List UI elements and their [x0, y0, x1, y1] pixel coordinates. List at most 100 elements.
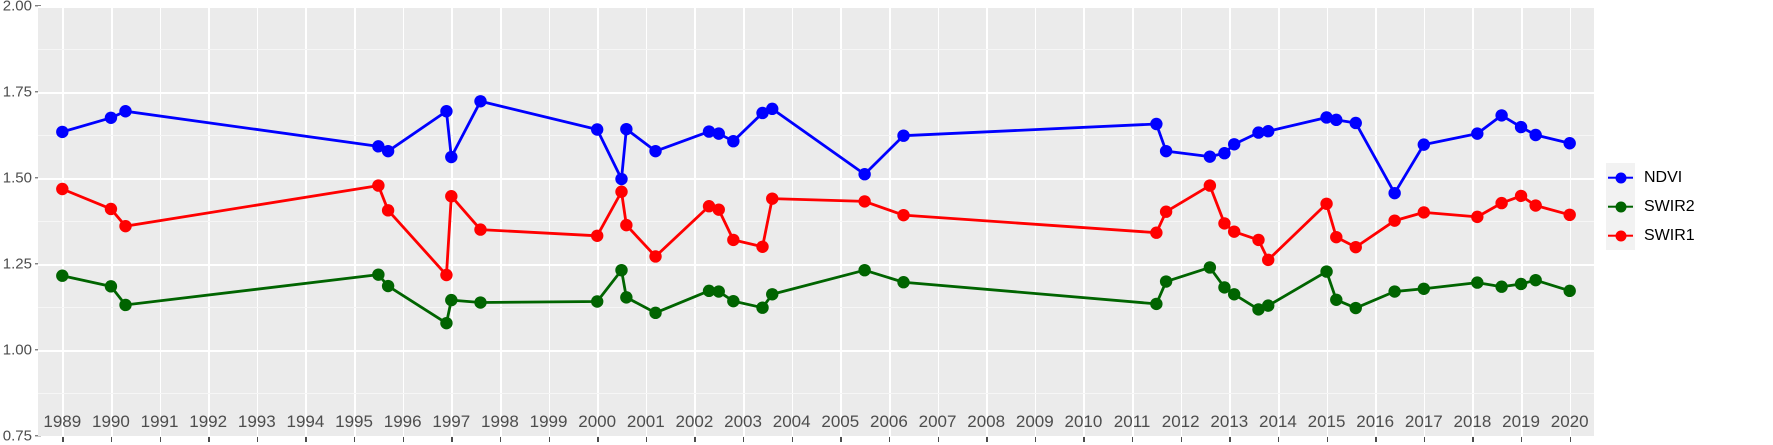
data-point[interactable] [1159, 144, 1173, 158]
data-point[interactable] [615, 172, 628, 186]
data-point[interactable] [766, 102, 779, 116]
data-point[interactable] [702, 125, 716, 138]
data-point[interactable] [858, 195, 871, 208]
data-point[interactable] [756, 301, 769, 314]
data-point[interactable] [1495, 109, 1508, 122]
data-point[interactable] [615, 263, 628, 277]
data-point[interactable] [1349, 116, 1362, 130]
data-point[interactable] [381, 204, 395, 217]
data-point[interactable] [712, 285, 725, 298]
data-point[interactable] [1349, 301, 1362, 315]
data-point[interactable] [440, 268, 453, 282]
data-point[interactable] [615, 185, 628, 198]
data-point[interactable] [1262, 253, 1275, 267]
data-point[interactable] [56, 269, 69, 282]
data-point[interactable] [1529, 128, 1542, 142]
data-point[interactable] [897, 129, 910, 142]
data-point[interactable] [104, 280, 118, 293]
data-point[interactable] [1218, 281, 1231, 294]
data-point[interactable] [1227, 138, 1241, 151]
data-point[interactable] [1514, 277, 1528, 291]
data-point[interactable] [1330, 230, 1343, 244]
data-point[interactable] [620, 291, 633, 304]
data-point[interactable] [474, 95, 487, 108]
data-point[interactable] [474, 296, 487, 309]
data-point[interactable] [1320, 197, 1333, 210]
data-point[interactable] [372, 268, 385, 281]
data-point[interactable] [1388, 186, 1401, 200]
data-point[interactable] [440, 316, 453, 330]
legend-item-ndvi[interactable]: NDVI [1606, 163, 1695, 192]
data-point[interactable] [897, 208, 910, 222]
data-point[interactable] [1495, 280, 1508, 293]
data-point[interactable] [712, 203, 725, 216]
data-point[interactable] [1252, 233, 1265, 247]
data-point[interactable] [1150, 297, 1163, 311]
data-point[interactable] [1159, 275, 1173, 288]
data-point[interactable] [1471, 210, 1484, 224]
data-point[interactable] [440, 105, 453, 118]
data-point[interactable] [372, 179, 385, 192]
data-point[interactable] [1252, 126, 1265, 139]
data-point[interactable] [858, 168, 871, 181]
data-point[interactable] [1218, 147, 1231, 160]
data-point[interactable] [1529, 273, 1542, 287]
data-point[interactable] [766, 192, 779, 205]
data-point[interactable] [1203, 261, 1217, 274]
legend-item-swir2[interactable]: SWIR2 [1606, 192, 1695, 221]
data-point[interactable] [445, 150, 458, 164]
data-point[interactable] [590, 295, 604, 308]
data-point[interactable] [590, 123, 604, 136]
data-point[interactable] [712, 127, 725, 140]
data-point[interactable] [1320, 111, 1333, 124]
data-point[interactable] [1252, 303, 1265, 316]
data-point[interactable] [1563, 137, 1576, 150]
data-point[interactable] [590, 229, 604, 242]
data-point[interactable] [620, 122, 633, 136]
data-point[interactable] [1514, 120, 1528, 134]
data-point[interactable] [119, 105, 132, 118]
data-point[interactable] [756, 106, 769, 120]
data-point[interactable] [756, 240, 769, 253]
data-point[interactable] [1349, 240, 1362, 254]
data-point[interactable] [56, 125, 69, 139]
data-point[interactable] [1417, 138, 1431, 151]
data-point[interactable] [1388, 285, 1401, 298]
data-point[interactable] [372, 140, 385, 153]
data-point[interactable] [1203, 179, 1217, 192]
data-point[interactable] [649, 250, 662, 263]
data-point[interactable] [1227, 288, 1241, 301]
data-point[interactable] [727, 134, 740, 148]
data-point[interactable] [1159, 205, 1173, 218]
data-point[interactable] [1514, 189, 1528, 203]
data-point[interactable] [1203, 150, 1217, 163]
data-point[interactable] [1563, 208, 1576, 222]
data-point[interactable] [119, 219, 132, 233]
data-point[interactable] [727, 233, 740, 247]
data-point[interactable] [649, 144, 662, 158]
data-point[interactable] [858, 263, 871, 277]
data-point[interactable] [1330, 113, 1343, 127]
data-point[interactable] [897, 276, 910, 289]
data-point[interactable] [381, 279, 395, 293]
data-point[interactable] [702, 284, 716, 298]
data-point[interactable] [620, 218, 633, 232]
data-point[interactable] [1563, 284, 1576, 298]
data-point[interactable] [56, 182, 69, 196]
data-point[interactable] [119, 298, 132, 312]
data-point[interactable] [1150, 226, 1163, 239]
data-point[interactable] [445, 293, 458, 307]
data-point[interactable] [1262, 299, 1275, 312]
data-point[interactable] [1471, 127, 1484, 140]
data-point[interactable] [1262, 125, 1275, 138]
data-point[interactable] [1320, 265, 1333, 278]
data-point[interactable] [104, 202, 118, 216]
data-point[interactable] [727, 294, 740, 308]
data-point[interactable] [1495, 196, 1508, 210]
data-point[interactable] [1227, 225, 1241, 238]
data-point[interactable] [649, 306, 662, 320]
data-point[interactable] [445, 190, 458, 203]
legend-item-swir1[interactable]: SWIR1 [1606, 221, 1695, 250]
data-point[interactable] [104, 111, 118, 125]
data-point[interactable] [1471, 276, 1484, 289]
